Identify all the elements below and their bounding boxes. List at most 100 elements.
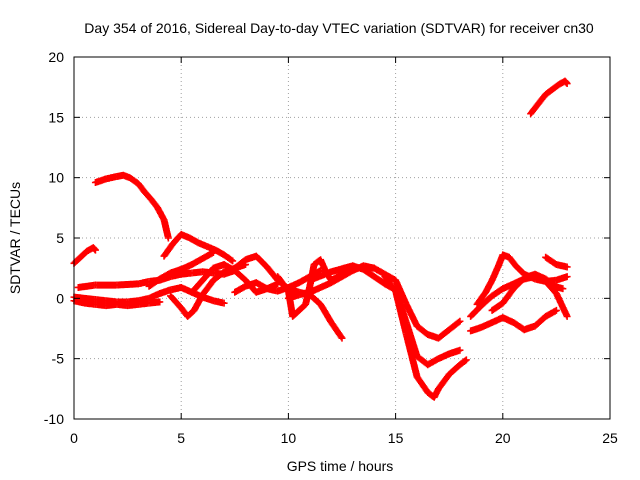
chart-title: Day 354 of 2016, Sidereal Day-to-day VTE… bbox=[84, 20, 594, 36]
series-trail bbox=[286, 279, 302, 291]
series-track-r bbox=[467, 306, 560, 335]
series-trail bbox=[146, 290, 162, 302]
series-trail bbox=[318, 279, 334, 291]
series-trail bbox=[200, 249, 216, 262]
series-trail bbox=[478, 293, 495, 309]
series-trail bbox=[361, 262, 377, 272]
series-trail bbox=[489, 300, 506, 314]
series-trail bbox=[286, 291, 302, 302]
series-trail bbox=[275, 274, 291, 294]
series-trail bbox=[328, 320, 345, 341]
series-trail bbox=[200, 277, 216, 297]
x-tick-label: 25 bbox=[602, 430, 618, 446]
series-trail bbox=[392, 278, 410, 307]
series-trail bbox=[425, 355, 441, 368]
series-trail bbox=[168, 266, 184, 276]
series-trail bbox=[179, 261, 195, 273]
series-trail bbox=[154, 205, 167, 223]
series-trail bbox=[532, 271, 548, 282]
series-trail bbox=[436, 327, 452, 341]
series-trail bbox=[562, 78, 570, 87]
series-trail bbox=[528, 103, 540, 116]
series-trail bbox=[543, 86, 555, 98]
x-tick-label: 0 bbox=[70, 430, 78, 446]
series-trail bbox=[114, 280, 141, 289]
series-trail bbox=[534, 92, 549, 108]
series-trail bbox=[148, 197, 161, 211]
series-track-t bbox=[542, 253, 571, 271]
series-trail bbox=[549, 82, 561, 93]
y-tick-label: 20 bbox=[48, 49, 64, 65]
series-trail bbox=[232, 283, 248, 295]
axis-ticks: 0 5 10 15 20 25 -10 -5 0 5 10 15 20 bbox=[44, 49, 618, 446]
series-trail bbox=[431, 386, 442, 400]
series-track-c bbox=[70, 244, 99, 267]
series-trail bbox=[221, 252, 235, 264]
series-trail bbox=[513, 263, 527, 277]
series-trail bbox=[500, 281, 516, 292]
series-trail bbox=[361, 266, 377, 280]
series-trail bbox=[160, 217, 172, 240]
series-trail bbox=[446, 362, 463, 377]
series-trail bbox=[136, 295, 151, 304]
series-trail bbox=[500, 286, 517, 306]
x-axis-label: GPS time / hours bbox=[287, 458, 394, 474]
y-tick-label: 5 bbox=[56, 230, 64, 246]
series-trail bbox=[468, 324, 484, 334]
series-trail bbox=[254, 279, 270, 292]
series-track-s bbox=[488, 270, 567, 314]
y-tick-label: 15 bbox=[48, 109, 64, 125]
series-trail bbox=[296, 301, 308, 313]
series-trail bbox=[371, 273, 388, 287]
series-trail bbox=[372, 265, 387, 277]
series-trail bbox=[436, 350, 452, 362]
series-trail bbox=[500, 314, 516, 326]
series-trail bbox=[297, 289, 312, 298]
series-trail bbox=[135, 181, 148, 195]
y-tick-label: -5 bbox=[52, 351, 65, 367]
y-axis-label: SDTVAR / TECUs bbox=[7, 182, 23, 294]
series-trail bbox=[489, 286, 506, 299]
x-tick-label: 15 bbox=[388, 430, 404, 446]
x-tick-label: 20 bbox=[495, 430, 511, 446]
series-trail bbox=[414, 323, 431, 338]
y-tick-label: -10 bbox=[44, 411, 64, 427]
series-trail bbox=[189, 277, 206, 295]
series-trail bbox=[307, 268, 334, 284]
series-trail bbox=[506, 255, 519, 268]
series-trail bbox=[403, 302, 420, 329]
series-trail bbox=[290, 307, 302, 319]
series-trail bbox=[232, 268, 248, 283]
series-track-a bbox=[91, 171, 172, 242]
y-tick-label: 0 bbox=[56, 290, 64, 306]
series-trail bbox=[329, 262, 355, 275]
series-trail bbox=[543, 254, 559, 268]
series-trail bbox=[482, 278, 495, 295]
series-trail bbox=[93, 281, 119, 289]
series-trail bbox=[552, 283, 565, 292]
x-tick-label: 10 bbox=[281, 430, 297, 446]
series-track-g bbox=[145, 248, 217, 290]
series-trail bbox=[147, 298, 162, 307]
series-trail bbox=[200, 265, 216, 283]
series-trail bbox=[307, 284, 323, 296]
series-trail bbox=[329, 273, 345, 286]
series-trail bbox=[511, 275, 527, 292]
series-trail bbox=[76, 281, 98, 291]
data-marks bbox=[70, 77, 571, 401]
series-trail bbox=[253, 253, 270, 270]
series-trail bbox=[382, 274, 399, 294]
series-trail bbox=[457, 357, 469, 368]
series-trail bbox=[121, 172, 132, 181]
series-trail bbox=[543, 307, 559, 320]
series-trail bbox=[553, 291, 570, 319]
series-trail bbox=[157, 270, 173, 282]
series-trail bbox=[185, 307, 197, 319]
series-trail bbox=[554, 273, 570, 284]
series-trail bbox=[339, 267, 355, 280]
series-trail bbox=[161, 241, 176, 259]
series-trail bbox=[78, 248, 90, 260]
series-trail bbox=[232, 257, 248, 271]
series-trail bbox=[414, 374, 431, 395]
